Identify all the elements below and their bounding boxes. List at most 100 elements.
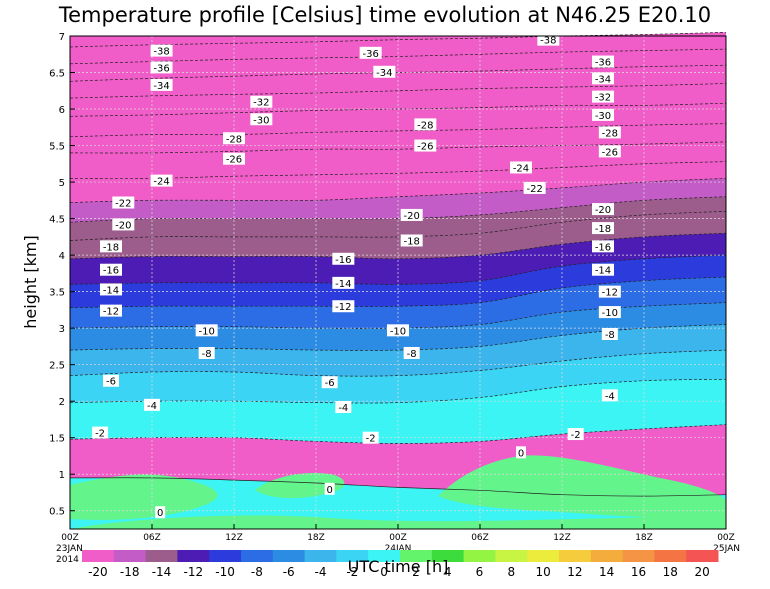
contour-label-box [400,234,423,247]
contour-label-52: 0 [155,506,166,519]
contour-label-43: -26 [598,145,621,158]
contour-label-box [537,33,560,46]
colorbar-swatch-2 [145,550,178,562]
contour-label-text: -24 [513,163,529,174]
contour-label-text: -10 [602,308,618,319]
warm-patch-2 [255,472,345,499]
colorbar-tick-label-16: 14 [599,565,614,579]
contour-label-text: -8 [605,330,615,341]
contour-label-box [100,263,122,276]
colorbar-tick-label-4: -10 [215,565,235,579]
contour-label-text: -34 [595,74,611,85]
contour-label-text: -4 [338,403,348,414]
contour-label-14: -2 [92,426,109,440]
contour-label-box [324,482,335,495]
contour-label-box [362,431,379,444]
contour-label-text: 0 [518,448,524,459]
contour-label-box [403,346,420,359]
contour-label-37: -2 [567,428,584,441]
colorbar-tick-label-9: 0 [380,565,388,579]
contour-label-1: -36 [150,61,173,74]
contour-label-26: -28 [414,118,437,131]
isotherm-minus-24 [69,161,727,179]
contour-label-box [223,132,245,145]
contour-label-18: -26 [223,152,245,166]
y-axis-label: height [km] [21,235,40,328]
isotherm-minus-32 [69,83,727,99]
contour-label-text: -20 [115,220,131,231]
isotherm-minus-14 [69,254,727,285]
contour-label-text: -2 [366,434,376,445]
contour-label-box [592,72,614,85]
isotherm-minus-20 [69,196,727,223]
isotherm-minus-22 [69,178,727,203]
isotherm-minus-34 [69,64,727,82]
colorbar-swatch-14 [527,550,560,562]
colorbar-swatch-1 [113,550,147,562]
contour-label-17: -28 [223,132,245,145]
contour-label-8: -14 [100,283,122,296]
colorbar-tick-label-13: 8 [507,565,515,579]
y-tick-label-12: 6.5 [49,69,65,80]
contour-label-box [598,145,621,158]
colorbar-tick-label-19: 20 [694,565,709,579]
x-tick-label-5: 06Z [471,533,489,543]
isotherm-minus-4 [69,378,727,404]
contour-label-text: -6 [325,378,335,389]
contour-label-box [592,108,614,121]
contour-label-4: -22 [112,196,135,210]
contour-label-31: -8 [403,346,420,360]
contour-label-text: -22 [526,184,542,195]
contour-label-text: -36 [153,63,169,74]
colorbar-tick-label-15: 12 [567,565,582,579]
contour-label-33: -38 [537,33,560,47]
y-tick-label-5: 3 [59,324,65,335]
contour-label-box [510,161,532,174]
contour-label-41: -30 [592,108,614,122]
colorbar-swatch-16 [590,550,624,562]
contour-label-box [195,324,218,337]
contour-label-text: -32 [595,93,611,104]
colorbar-tick-label-2: -14 [152,565,172,579]
x-axis: 00Z 06Z 12Z 18Z 00Z 06Z 12Z 18Z 00Z23JAN201424JA… [56,524,740,565]
isotherm-minus-6 [69,349,727,377]
contour-label-box [332,300,355,313]
y-tick-label-7: 4 [59,251,65,262]
contour-label-box [592,55,614,68]
contour-label-7: -16 [100,263,122,277]
contour-label-box [601,327,618,340]
isotherm-zero [69,477,727,497]
contour-label-6: -18 [100,240,122,253]
contour-label-box [592,222,614,235]
contour-label-box [332,252,355,265]
contour-label-text: -14 [335,279,351,290]
contour-label-text: -28 [226,134,242,145]
contour-label-box [112,196,135,209]
contour-label-text: -2 [95,429,105,440]
x-tick-label-8: 00Z [717,533,735,543]
contour-label-53: 0 [324,482,335,496]
isotherm-minus-26 [69,141,727,154]
contour-label-25: -34 [373,65,396,79]
isotherm-minus-12 [69,276,727,309]
isotherm-minus-2 [69,424,727,444]
contour-label-46: -16 [592,240,614,253]
contour-label-box [150,61,173,74]
contour-label-50: -8 [601,327,618,341]
contour-label-box [112,218,135,231]
contour-label-3: -24 [150,174,173,188]
colorbar-tick-label-8: -2 [346,565,358,579]
contour-label-text: -20 [595,205,611,216]
contour-label-box [250,95,273,108]
contour-label-box [400,208,423,221]
contour-label-box [150,78,173,91]
contour-label-45: -18 [592,222,614,235]
contour-label-text: -12 [602,288,618,299]
isotherm-minus-28 [69,123,727,138]
contour-label-text: -26 [417,142,433,153]
isotherm-minus-18 [69,210,727,241]
contour-label-box [387,324,409,337]
contour-label-box [250,113,273,126]
colorbar-swatch-5 [241,550,274,562]
contour-label-box [523,181,546,194]
